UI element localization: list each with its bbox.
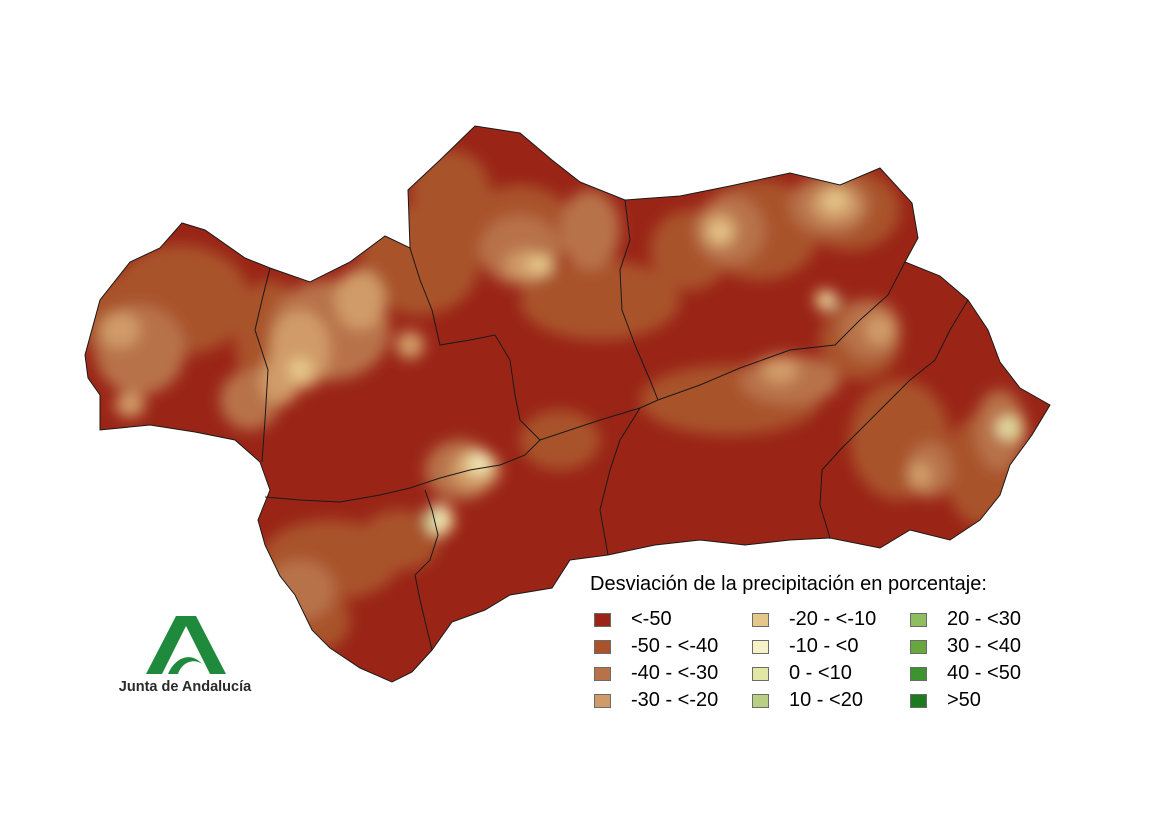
legend-label: -40 - <-30	[631, 662, 719, 684]
legend-item: 10 - <20	[748, 687, 906, 714]
precipitation-blob	[832, 298, 836, 302]
legend-swatch	[752, 639, 769, 654]
legend-swatch	[910, 693, 927, 708]
legend-swatch	[910, 666, 927, 681]
legend-label: -50 - <-40	[631, 635, 719, 657]
legend-swatch	[752, 693, 769, 708]
legend-item: -40 - <-30	[590, 660, 748, 687]
legend-swatch	[910, 639, 927, 654]
legend-swatch	[594, 666, 611, 681]
legend-label: 20 - <30	[947, 608, 1021, 630]
precipitation-blob	[431, 516, 433, 518]
legend-label: -10 - <0	[789, 635, 859, 657]
andalucia-a-icon	[146, 616, 226, 674]
province-borders	[84, 125, 1051, 683]
precipitation-blob	[265, 560, 335, 620]
legend-label: 30 - <40	[947, 635, 1021, 657]
logo-text: Junta de Andalucía	[118, 679, 252, 695]
legend-swatch	[594, 639, 611, 654]
legend-label: 0 - <10	[789, 662, 852, 684]
legend-label: 40 - <50	[947, 662, 1021, 684]
precipitation-blob	[1008, 426, 1012, 430]
precipitation-blob	[471, 455, 489, 471]
precipitation-blob	[520, 410, 600, 470]
legend-item: >50	[906, 687, 1046, 714]
precipitation-blob	[762, 356, 798, 384]
legend-item: -30 - <-20	[590, 687, 748, 714]
legend-item: -20 - <-10	[748, 606, 906, 633]
precipitation-blob	[710, 222, 730, 242]
precipitation-blob	[396, 331, 424, 359]
legend-label: -30 - <-20	[631, 689, 719, 711]
legend-column: -20 - <-10 -10 - <0 0 - <10 10 - <20	[748, 606, 906, 714]
legend-label: >50	[947, 689, 981, 711]
legend-label: <-50	[631, 608, 672, 630]
legend-columns: <-50 -50 - <-40 -40 - <-30 -30 - <-20 -2…	[590, 606, 1060, 714]
legend-item: 20 - <30	[906, 606, 1046, 633]
legend-title: Desviación de la precipitación en porcen…	[590, 573, 987, 595]
legend-label: -20 - <-10	[789, 608, 877, 630]
legend-swatch	[910, 612, 927, 627]
legend: Desviación de la precipitación en porcen…	[590, 573, 1060, 714]
legend-item: 40 - <50	[906, 660, 1046, 687]
legend-swatch	[594, 612, 611, 627]
precipitation-blob	[100, 312, 140, 348]
legend-swatch	[752, 612, 769, 627]
legend-item: <-50	[590, 606, 748, 633]
precipitation-blob	[360, 510, 440, 570]
precipitation-blob	[528, 255, 552, 275]
legend-item: 30 - <40	[906, 633, 1046, 660]
precipitation-blob	[560, 190, 620, 270]
legend-label: 10 - <20	[789, 689, 863, 711]
junta-de-andalucia-logo: Junta de Andalucía	[110, 612, 260, 702]
legend-swatch	[594, 693, 611, 708]
precipitation-blob	[115, 393, 145, 417]
legend-item: -10 - <0	[748, 633, 906, 660]
legend-item: -50 - <-40	[590, 633, 748, 660]
precipitation-blob	[908, 461, 932, 489]
legend-item: 0 - <10	[748, 660, 906, 687]
precipitation-blob	[520, 260, 680, 340]
precipitation-blob	[823, 190, 847, 210]
precipitation-blob	[288, 358, 312, 382]
legend-column: <-50 -50 - <-40 -40 - <-30 -30 - <-20	[590, 606, 748, 714]
legend-swatch	[752, 666, 769, 681]
legend-column: 20 - <30 30 - <40 40 - <50 >50	[906, 606, 1046, 714]
precipitation-blob	[410, 150, 490, 230]
precipitation-blob	[341, 271, 369, 299]
precipitation-blob	[865, 315, 895, 345]
